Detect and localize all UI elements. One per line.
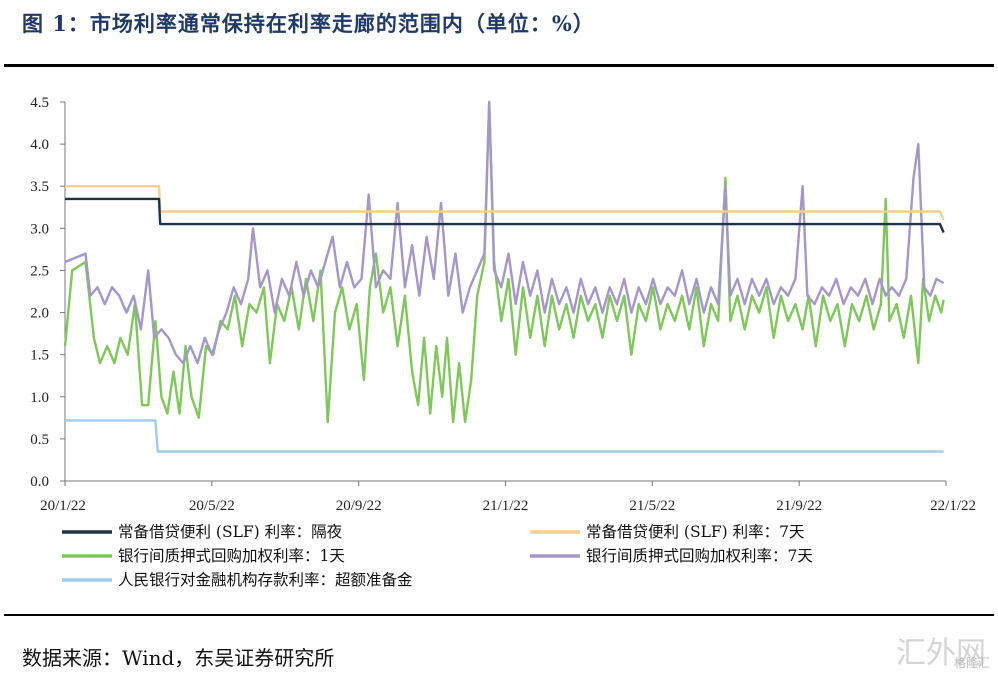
y-tick-label: 4.5	[30, 95, 49, 111]
legend-label: 银行间质押式回购加权利率：7天	[586, 547, 813, 565]
y-tick-label: 2.0	[30, 306, 49, 322]
x-tick-label: 21/5/22	[629, 498, 675, 514]
y-tick-label: 3.5	[30, 179, 49, 195]
y-tick-label: 3.0	[30, 221, 49, 237]
y-tick-label: 0.0	[30, 474, 49, 490]
x-tick-label: 21/1/22	[483, 498, 529, 514]
x-tick-label: 22/1/22	[930, 498, 976, 514]
watermark: 汇外网	[896, 636, 986, 671]
x-tick-label: 21/9/22	[776, 498, 822, 514]
line-chart: 0.00.51.01.52.02.53.03.54.04.5 20/1/22 20…	[30, 95, 976, 589]
bottom-rule	[4, 614, 994, 616]
legend-label: 常备借贷便利 (SLF) 利率：7天	[586, 523, 804, 541]
y-tick-label: 0.5	[30, 432, 49, 448]
x-tick-label: 20/5/22	[189, 498, 235, 514]
legend-label: 常备借贷便利 (SLF) 利率：隔夜	[118, 523, 343, 541]
top-rule	[4, 64, 994, 67]
source-note: 数据来源：Wind，东吴证券研究所	[22, 646, 335, 670]
legend-label: 银行间质押式回购加权利率：1天	[118, 547, 345, 565]
legend-label: 人民银行对金融机构存款利率：超额准备金	[118, 571, 413, 589]
x-tick-label: 20/1/22	[40, 498, 86, 514]
series-line-4	[65, 419, 944, 453]
y-tick-label: 4.0	[30, 137, 49, 153]
y-tick-label: 2.5	[30, 263, 49, 279]
series-line-1	[65, 184, 945, 221]
y-tick-label: 1.5	[30, 348, 49, 364]
series-line-2	[63, 100, 945, 424]
x-axis: 20/1/22 20/5/22 20/9/22 21/1/22 21/5/22 21/9/…	[40, 480, 976, 514]
y-axis: 0.0 0.5 1.0 1.5 2.0 2.5 3.0 3.5 4.0 4.5	[30, 95, 66, 490]
watermark-sub: 格隆汇	[953, 656, 990, 670]
legend: 常备借贷便利 (SLF) 利率：隔夜 常备借贷便利 (SLF) 利率：7天银行间质…	[62, 523, 813, 589]
x-tick-label: 20/9/22	[336, 498, 382, 514]
series-line-3	[64, 100, 945, 365]
page-title: 图 1：市场利率通常保持在利率走廊的范围内（单位：%）	[22, 11, 595, 36]
series-lines	[63, 100, 945, 453]
series-line-0	[65, 197, 945, 233]
y-tick-label: 1.0	[30, 390, 49, 406]
